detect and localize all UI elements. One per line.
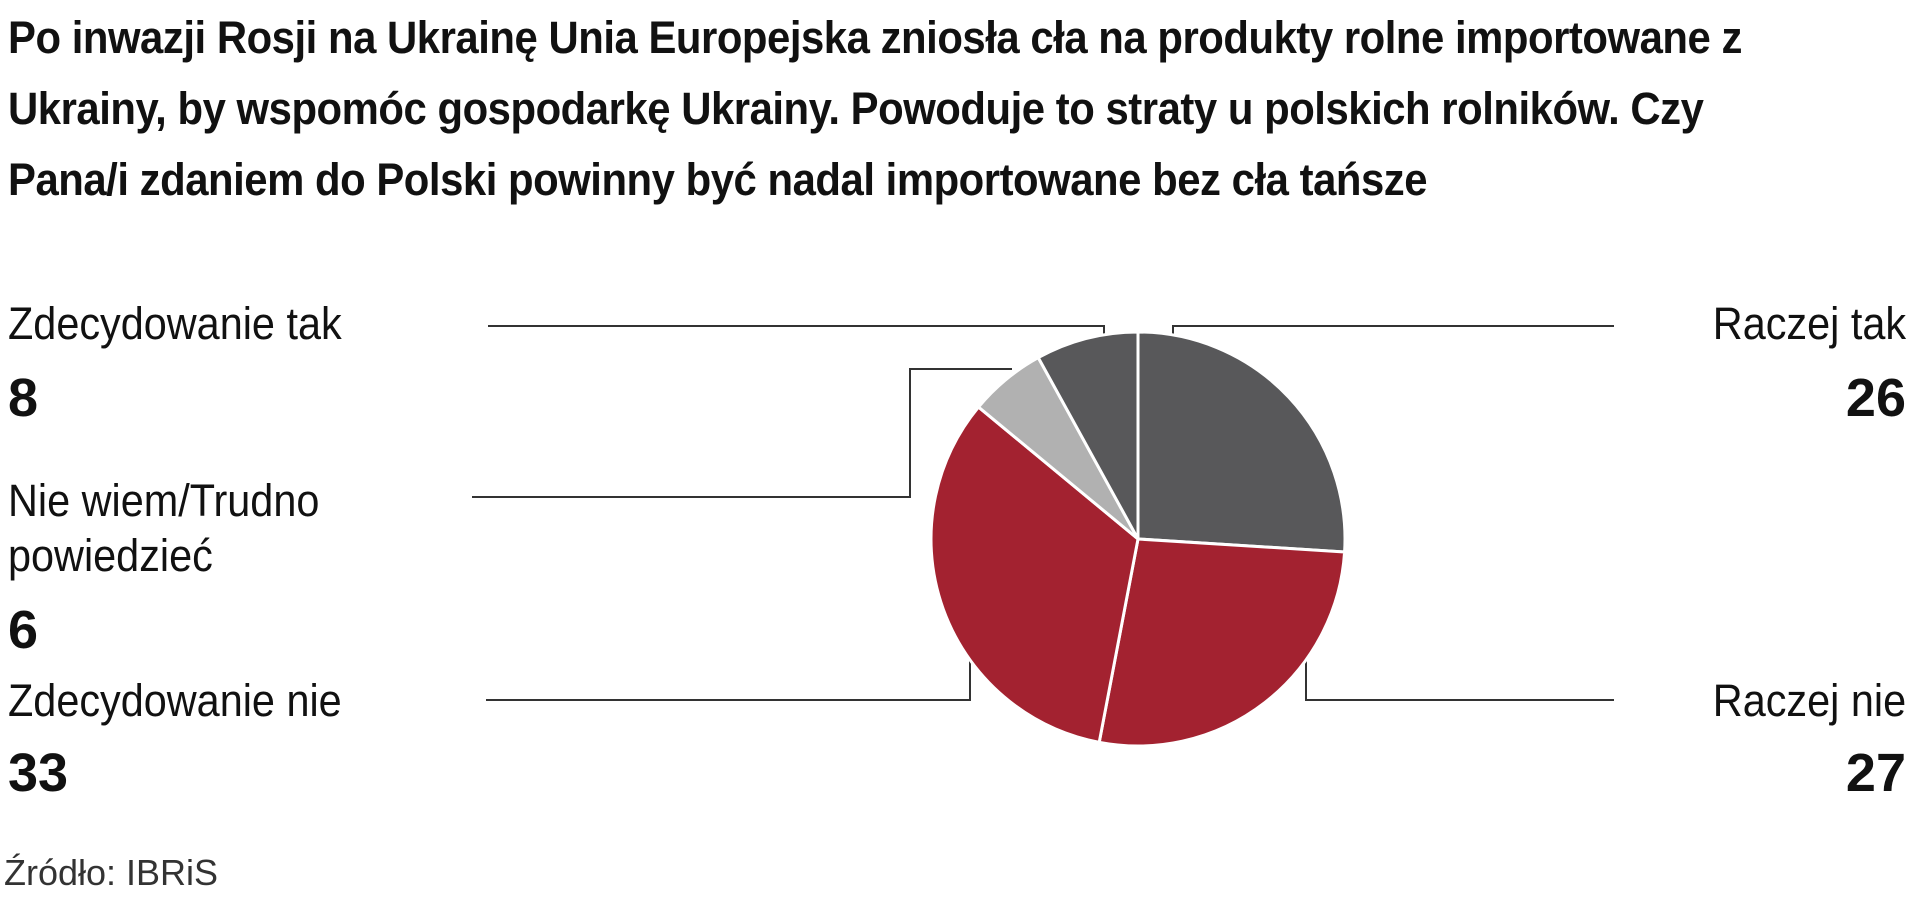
source-note: Źródło: IBRiS	[4, 852, 219, 893]
pie-slice-raczej-nie	[1097, 537, 1347, 748]
value-zdecydowanie-tak: 8	[8, 368, 39, 428]
chart-title: Po inwazji Rosji na Ukrainę Unia Europej…	[8, 12, 1742, 205]
leader-line-nie-wiem	[472, 368, 1012, 498]
pie-slice-raczej-tak	[1136, 330, 1347, 554]
leader-line-zdecydowanie-tak	[488, 325, 1105, 336]
leader-lines	[472, 325, 1614, 701]
value-nie-wiem: 6	[8, 600, 39, 660]
value-zdecydowanie-nie: 33	[8, 743, 69, 803]
label-nie-wiem-line1: Nie wiem/Trudno	[8, 475, 320, 526]
label-raczej-nie: Raczej nie	[1712, 675, 1906, 726]
leader-line-zdecydowanie-nie	[486, 652, 971, 701]
label-zdecydowanie-nie: Zdecydowanie nie	[8, 675, 342, 726]
value-raczej-tak: 26	[1845, 368, 1906, 428]
leader-line-raczej-nie	[1305, 652, 1614, 701]
label-zdecydowanie-tak: Zdecydowanie tak	[8, 298, 342, 349]
label-nie-wiem-line2: powiedzieć	[8, 530, 213, 581]
pie-slice-zdecydowanie-tak	[1036, 330, 1140, 541]
value-raczej-nie: 27	[1845, 743, 1906, 803]
label-raczej-tak: Raczej tak	[1712, 298, 1906, 349]
pie-slice-zdecydowanie-nie	[929, 405, 1140, 744]
leader-line-raczej-tak	[1172, 325, 1614, 336]
pie-slices	[929, 330, 1347, 748]
